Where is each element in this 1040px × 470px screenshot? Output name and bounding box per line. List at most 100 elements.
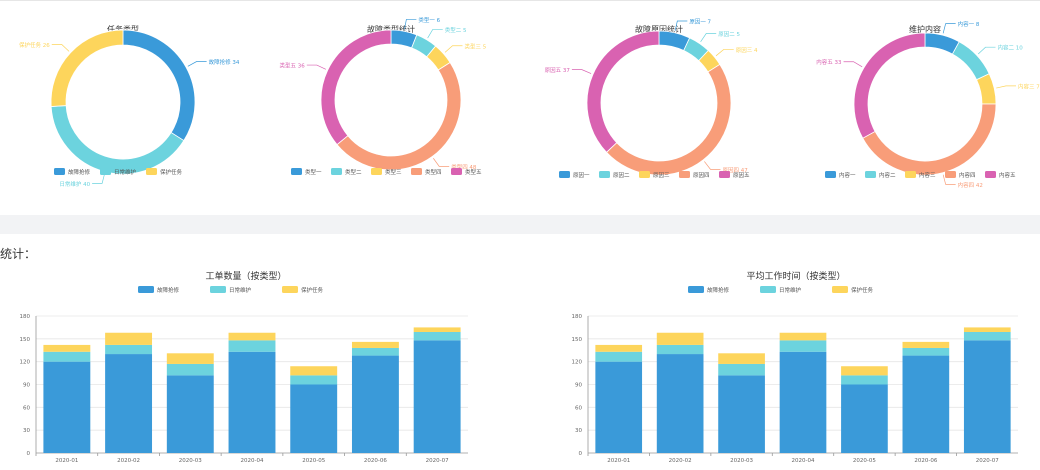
legend-label: 内容一 (839, 171, 856, 179)
chart-title: 故障类型统计 (367, 24, 415, 34)
bar-segment (43, 344, 91, 352)
bar-segment (841, 366, 888, 376)
bar-segment (902, 347, 950, 356)
legend-swatch (331, 168, 342, 175)
bar-segment (656, 332, 704, 345)
legend-label: 内容四 (959, 171, 976, 179)
bar-segment (43, 361, 91, 453)
bar-segment (351, 347, 399, 356)
legend-swatch (411, 168, 422, 175)
bar-segment (963, 331, 1011, 341)
donut-slice (976, 73, 997, 105)
slice-leader-line (306, 64, 327, 70)
chart-title: 工单数量（按类型） (205, 270, 286, 282)
bar-segment (290, 384, 338, 453)
legend-swatch (688, 286, 704, 293)
slice-leader-line (843, 61, 863, 68)
slice-label: 原因二 5 (718, 31, 740, 38)
legend-swatch (451, 168, 462, 175)
legend-swatch (559, 171, 570, 178)
bar-segment (902, 341, 950, 348)
donut-slice (586, 30, 660, 153)
donut-slice (50, 29, 124, 107)
bar-segment (228, 340, 276, 352)
slice-label: 日常维护 40 (59, 180, 90, 188)
slice-label: 原因三 4 (736, 47, 758, 54)
slice-label: 内容三 7 (1018, 82, 1040, 90)
bar-segment (595, 361, 643, 453)
slice-leader-line (977, 46, 996, 55)
slice-leader-line (571, 69, 592, 74)
legend-swatch (282, 286, 298, 293)
legend-swatch (905, 171, 916, 178)
legend-swatch (760, 286, 776, 293)
slice-leader-line (187, 61, 207, 67)
slice-label: 故障抢修 34 (209, 58, 240, 66)
legend-label: 故障抢修 (157, 286, 180, 294)
bar-segment (718, 375, 765, 453)
legend-swatch (832, 286, 848, 293)
bar-segment (166, 363, 214, 376)
bar-segment (902, 355, 950, 453)
legend-label: 类型四 (425, 168, 442, 176)
chart-title: 故障原因统计 (635, 24, 683, 34)
legend-label: 保护任务 (851, 286, 874, 294)
legend-swatch (146, 168, 157, 175)
x-tick-label: 2020-01 (607, 458, 630, 464)
slice-label: 类型三 5 (465, 42, 487, 50)
donut-slice (122, 29, 196, 142)
x-tick-label: 2020-05 (853, 458, 876, 464)
legend-swatch (291, 168, 302, 175)
slice-label: 原因五 37 (545, 67, 571, 74)
legend-swatch (825, 171, 836, 178)
slice-leader-line (444, 45, 463, 53)
bar-segment (290, 375, 338, 385)
slice-leader-line (404, 19, 417, 30)
slice-label: 类型五 36 (280, 62, 306, 70)
legend-swatch (54, 168, 65, 175)
x-tick-label: 2020-07 (426, 458, 449, 464)
stacked-bar-chart: 平均工作时间（按类型） 故障抢修 日常维护 保护任务 0 30 60 90 120 150 180 2… (572, 270, 1018, 464)
x-tick-label: 2020-03 (179, 458, 202, 464)
legend-label: 原因二 (613, 172, 630, 179)
y-tick-label: 120 (20, 360, 31, 366)
bar-segment (228, 351, 276, 453)
x-tick-label: 2020-03 (730, 458, 753, 464)
slice-leader-line (942, 174, 956, 185)
legend-label: 类型一 (305, 168, 322, 176)
legend-label: 内容二 (879, 171, 896, 179)
y-tick-label: 120 (572, 360, 583, 366)
x-tick-label: 2020-06 (364, 458, 387, 464)
slice-label: 内容四 42 (958, 181, 983, 189)
legend-swatch (719, 171, 730, 178)
donut-slice (50, 105, 185, 175)
donut-slice (951, 41, 990, 81)
slice-label: 类型四 48 (451, 163, 477, 171)
section-label: 统计： (0, 247, 37, 261)
bar-segment (779, 340, 827, 352)
donut-slice (605, 63, 732, 176)
chart-title: 平均工作时间（按类型） (746, 270, 845, 282)
slice-label: 内容一 8 (958, 20, 980, 28)
bar-segment (105, 332, 153, 345)
bar-segment (595, 351, 643, 362)
donut-chart: 维护内容 内容一 8 内容二 10 内容三 7 内容四 42 内容五 33 内容一 内容二 内容… (816, 20, 1040, 189)
donut-slice (862, 103, 997, 176)
bar-segment (351, 341, 399, 348)
bar-segment (351, 355, 399, 453)
legend-label: 类型二 (345, 168, 362, 176)
x-tick-label: 2020-02 (669, 458, 692, 464)
legend-label: 故障抢修 (707, 286, 730, 294)
legend-label: 原因一 (573, 172, 590, 179)
donut-slice (853, 32, 926, 139)
legend-label: 日常维护 (114, 168, 137, 176)
slice-label: 原因四 47 (722, 167, 748, 174)
y-tick-label: 150 (20, 337, 31, 343)
legend-label: 类型三 (385, 168, 402, 176)
donut-slice (320, 29, 392, 146)
donut-slice (336, 61, 462, 171)
bar-segment (228, 332, 276, 341)
